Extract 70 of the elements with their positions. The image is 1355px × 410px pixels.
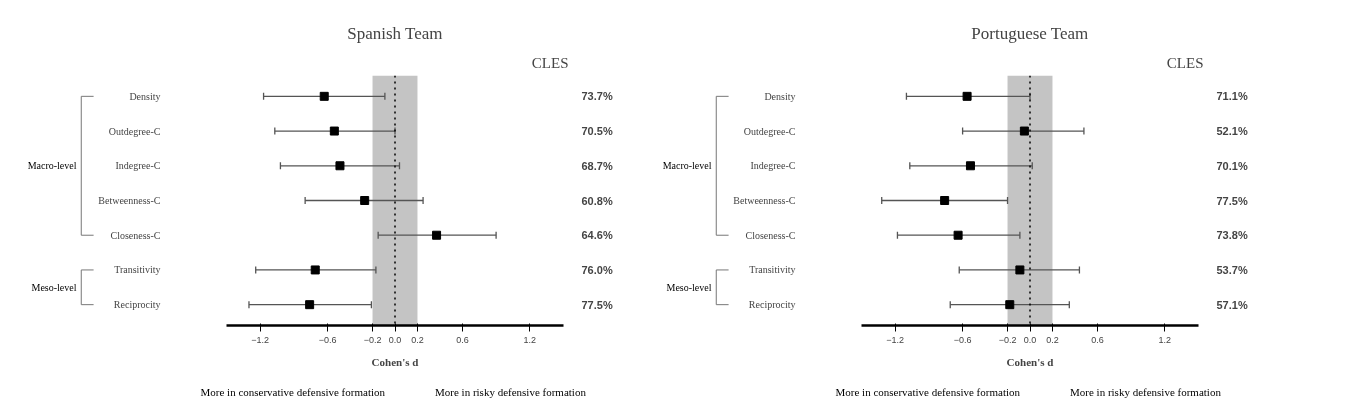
text: More in conservative defensive formation <box>200 385 385 400</box>
point <box>360 196 370 205</box>
text: Macro-level <box>662 160 712 172</box>
text: 53.7% <box>1216 263 1248 276</box>
y-tick-label: Reciprocity <box>748 299 796 311</box>
text: 71.1% <box>1216 90 1248 103</box>
text: 64.6% <box>581 229 613 242</box>
point <box>953 230 963 240</box>
y-tick-label: Transitivity <box>114 264 161 276</box>
point <box>319 91 329 101</box>
point <box>965 161 975 171</box>
x-tick-label: −0.6 <box>953 334 972 345</box>
text: Meso-level <box>31 281 77 293</box>
text: 70.1% <box>1216 159 1248 172</box>
y-tick-label: Closeness-C <box>745 229 796 241</box>
y-tick-label: Indegree-C <box>750 160 796 172</box>
y-tick-label: Betweenness-C <box>733 195 796 206</box>
x-tick-label: −1.2 <box>251 334 270 345</box>
x-tick-label: 0.0 <box>388 334 402 345</box>
text: Macro-level <box>27 160 77 172</box>
text: 77.5% <box>581 298 613 311</box>
x-tick-label: 0.6 <box>1091 334 1104 345</box>
x-tick-label: 1.2 <box>523 334 537 345</box>
text: 52.1% <box>1216 125 1248 138</box>
point <box>1015 265 1025 275</box>
y-tick-label: Density <box>764 90 796 102</box>
y-tick-label: Betweenness-C <box>98 195 161 206</box>
point <box>335 161 345 171</box>
text: Meso-level <box>666 281 712 293</box>
x-axis-title: Cohen's d <box>1006 355 1054 368</box>
y-tick-label: Transitivity <box>749 264 796 276</box>
x-tick-label: 1.2 <box>1158 334 1172 345</box>
point <box>962 91 972 101</box>
text: 73.8% <box>1216 229 1248 242</box>
x-tick-label: 0.2 <box>411 334 424 345</box>
text: CLES <box>1166 54 1204 71</box>
y-tick-label: Outdegree-C <box>108 125 161 137</box>
y-tick-label: Outdegree-C <box>743 125 796 137</box>
point <box>310 265 320 275</box>
y-tick-label: Reciprocity <box>113 299 161 311</box>
y-tick-label: Indegree-C <box>115 160 161 172</box>
chart-title: Spanish Team <box>347 23 443 43</box>
x-tick-label: −0.2 <box>998 334 1017 345</box>
text: 68.7% <box>581 159 613 172</box>
point <box>940 196 950 205</box>
x-tick-label: −0.2 <box>363 334 382 345</box>
point <box>1019 126 1029 136</box>
y-tick-label: Closeness-C <box>110 229 161 241</box>
text: 60.8% <box>581 194 613 207</box>
text: More in risky defensive formation <box>1070 385 1221 400</box>
chart-title: Portuguese Team <box>971 23 1089 43</box>
point <box>329 126 339 136</box>
text: More in conservative defensive formation <box>835 385 1020 400</box>
x-axis-title: Cohen's d <box>371 355 419 368</box>
x-tick-label: 0.2 <box>1046 334 1059 345</box>
text: 76.0% <box>581 263 613 276</box>
point <box>1005 300 1015 310</box>
x-tick-label: −1.2 <box>886 334 905 345</box>
point <box>305 300 315 310</box>
x-tick-label: −0.6 <box>318 334 337 345</box>
text: 77.5% <box>1216 194 1248 207</box>
x-tick-label: 0.0 <box>1023 334 1037 345</box>
text: More in risky defensive formation <box>435 385 586 400</box>
text: 70.5% <box>581 125 613 138</box>
text: CLES <box>531 54 569 71</box>
text: 73.7% <box>581 90 613 103</box>
y-tick-label: Density <box>129 90 161 102</box>
x-tick-label: 0.6 <box>456 334 469 345</box>
point <box>432 230 442 240</box>
text: 57.1% <box>1216 298 1248 311</box>
